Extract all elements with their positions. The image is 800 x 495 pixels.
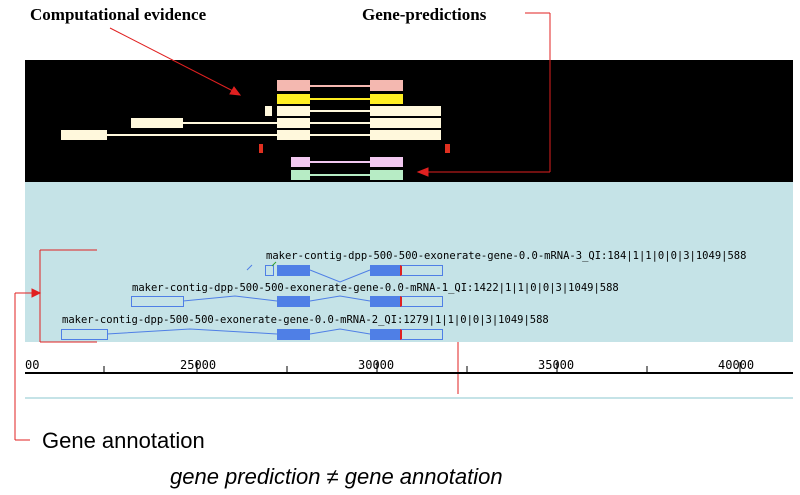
- evidence-exon[interactable]: [370, 94, 403, 104]
- evidence-exon[interactable]: [277, 80, 310, 91]
- evidence-exon[interactable]: [370, 130, 441, 140]
- prediction-intron: [310, 174, 370, 176]
- evidence-exon[interactable]: [277, 106, 310, 116]
- evidence-intron: [183, 122, 277, 124]
- intron-line: [309, 269, 371, 283]
- track-divider: [25, 397, 793, 399]
- evidence-exon[interactable]: [370, 80, 403, 91]
- transcript-name[interactable]: maker-contig-dpp-500-500-exonerate-gene-…: [132, 282, 619, 294]
- cds-exon[interactable]: [370, 265, 400, 276]
- annotation-callout-arrowhead: [31, 288, 42, 298]
- intron-line: [309, 295, 371, 302]
- evidence-exon[interactable]: [277, 130, 310, 140]
- prediction-exon[interactable]: [370, 170, 403, 180]
- evidence-exon[interactable]: [277, 94, 310, 104]
- utr-box[interactable]: [400, 296, 443, 307]
- evidence-intron: [310, 85, 370, 87]
- evidence-intron: [107, 134, 277, 136]
- evidence-exon[interactable]: [61, 130, 107, 140]
- cds-exon[interactable]: [370, 296, 400, 307]
- utr-box[interactable]: [265, 265, 274, 276]
- axis-tick-label: 30000: [358, 358, 395, 372]
- evidence-exon[interactable]: [370, 106, 441, 116]
- axis-tick-label: 40000: [718, 358, 755, 372]
- intron-line: [106, 328, 278, 335]
- intron-line: [182, 295, 278, 302]
- cds-exon[interactable]: [277, 329, 310, 340]
- equation-caption: gene prediction ≠ gene annotation: [170, 464, 503, 489]
- transcript-name[interactable]: maker-contig-dpp-500-500-exonerate-gene-…: [266, 250, 747, 262]
- intron-line: [309, 328, 371, 335]
- evidence-intron: [310, 110, 370, 112]
- gene-predictions-label: Gene-predictions: [362, 5, 487, 24]
- cds-exon[interactable]: [277, 265, 310, 276]
- evidence-callout-arrowhead: [229, 86, 242, 96]
- evidence-exon[interactable]: [131, 118, 183, 128]
- evidence-mark[interactable]: [445, 144, 450, 153]
- cds-exon[interactable]: [370, 329, 400, 340]
- evidence-intron: [310, 122, 370, 124]
- computational-evidence-label: Computational evidence: [30, 5, 207, 24]
- evidence-exon[interactable]: [277, 118, 310, 128]
- utr-box[interactable]: [400, 329, 443, 340]
- axis-tick-label: 00: [25, 358, 40, 372]
- prediction-callout-arrowhead: [416, 167, 429, 177]
- evidence-track-panel: [25, 60, 793, 182]
- evidence-intron: [310, 98, 370, 100]
- annotation-track-panel: maker-contig-dpp-500-500-exonerate-gene-…: [25, 182, 793, 342]
- evidence-mark[interactable]: [259, 144, 263, 153]
- prediction-exon[interactable]: [370, 157, 403, 167]
- evidence-callout-line: [109, 27, 236, 93]
- intron-line: [246, 264, 253, 271]
- start-mark: [271, 261, 277, 267]
- cds-exon[interactable]: [277, 296, 310, 307]
- prediction-exon[interactable]: [291, 170, 310, 180]
- evidence-exon[interactable]: [265, 106, 272, 116]
- utr-box[interactable]: [400, 265, 443, 276]
- axis-tick-label: 25000: [180, 358, 217, 372]
- utr-box[interactable]: [131, 296, 184, 307]
- prediction-intron: [310, 161, 370, 163]
- evidence-exon[interactable]: [370, 118, 441, 128]
- gene-annotation-label: Gene annotation: [42, 428, 205, 453]
- coordinate-axis: [25, 372, 793, 374]
- prediction-exon[interactable]: [291, 157, 310, 167]
- transcript-name[interactable]: maker-contig-dpp-500-500-exonerate-gene-…: [62, 314, 549, 326]
- axis-tick-label: 35000: [538, 358, 575, 372]
- evidence-intron: [310, 134, 370, 136]
- utr-box[interactable]: [61, 329, 108, 340]
